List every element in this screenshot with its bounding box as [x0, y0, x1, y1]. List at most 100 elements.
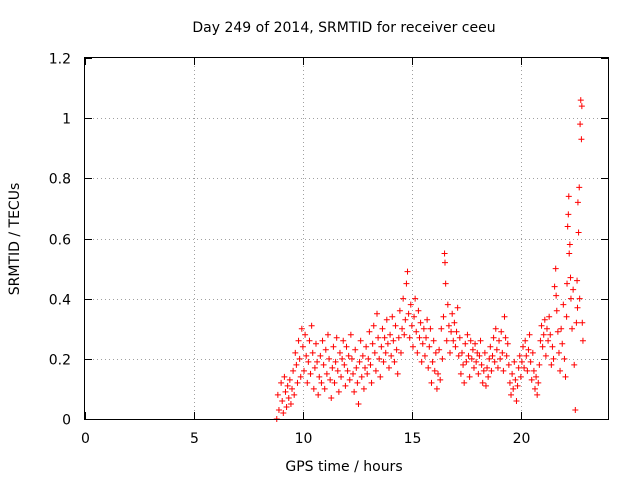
data-point	[576, 184, 583, 191]
data-point	[287, 400, 294, 407]
data-point	[553, 292, 560, 299]
data-point	[413, 328, 420, 335]
data-point	[356, 358, 363, 365]
data-point	[551, 283, 558, 290]
data-point	[575, 229, 582, 236]
data-point	[328, 394, 335, 401]
data-point	[513, 397, 520, 404]
data-point	[441, 250, 448, 257]
data-point	[342, 382, 349, 389]
data-point	[392, 322, 399, 329]
data-point	[468, 355, 475, 362]
data-point	[564, 280, 571, 287]
data-point	[554, 328, 561, 335]
data-point	[406, 334, 413, 341]
data-point	[340, 337, 347, 344]
data-point	[405, 310, 412, 317]
data-point	[533, 373, 540, 380]
data-point	[338, 373, 345, 380]
data-point	[282, 388, 289, 395]
data-points	[273, 97, 586, 422]
data-point	[574, 277, 581, 284]
data-point	[567, 295, 574, 302]
data-point	[510, 385, 517, 392]
data-point	[499, 349, 506, 356]
data-point	[391, 358, 398, 365]
data-point	[566, 250, 573, 257]
data-point	[441, 259, 448, 266]
data-point	[352, 346, 359, 353]
data-point	[362, 364, 369, 371]
data-point	[359, 352, 366, 359]
data-point	[564, 223, 571, 230]
data-point	[427, 325, 434, 332]
data-point	[278, 379, 285, 386]
data-point	[304, 379, 311, 386]
data-point	[493, 346, 500, 353]
data-point	[524, 367, 531, 374]
data-point	[303, 352, 310, 359]
data-point	[462, 340, 469, 347]
data-point	[412, 295, 419, 302]
data-point	[283, 403, 290, 410]
chart-title: Day 249 of 2014, SRMTID for receiver cee…	[192, 20, 495, 36]
data-point	[424, 316, 431, 323]
data-point	[486, 355, 493, 362]
data-point	[286, 376, 293, 383]
data-point	[456, 334, 463, 341]
data-point	[301, 367, 308, 374]
data-point	[389, 313, 396, 320]
data-point	[414, 349, 421, 356]
data-point	[280, 409, 287, 416]
data-point	[433, 385, 440, 392]
data-point	[363, 343, 370, 350]
data-point	[579, 337, 586, 344]
data-point	[560, 301, 567, 308]
data-point	[521, 364, 528, 371]
data-point	[299, 343, 306, 350]
data-point	[574, 304, 581, 311]
data-point	[515, 364, 522, 371]
data-point	[347, 331, 354, 338]
data-point	[364, 370, 371, 377]
data-point	[527, 358, 534, 365]
data-point	[317, 352, 324, 359]
data-point	[411, 313, 418, 320]
data-point	[530, 367, 537, 374]
data-point	[331, 379, 338, 386]
data-point	[465, 352, 472, 359]
data-point	[565, 193, 572, 200]
data-point	[407, 301, 414, 308]
data-point	[384, 340, 391, 347]
data-point	[346, 376, 353, 383]
data-point	[345, 352, 352, 359]
data-point	[502, 334, 509, 341]
data-point	[458, 349, 465, 356]
data-point	[531, 385, 538, 392]
data-point	[491, 358, 498, 365]
data-point	[516, 352, 523, 359]
data-point	[420, 325, 427, 332]
data-point	[494, 364, 501, 371]
data-point	[501, 313, 508, 320]
data-point	[517, 373, 524, 380]
data-point	[381, 334, 388, 341]
data-point	[561, 355, 568, 362]
data-point	[311, 364, 318, 371]
x-tick-label: 5	[190, 431, 199, 447]
data-point	[442, 280, 449, 287]
data-point	[297, 373, 304, 380]
data-point	[578, 103, 585, 110]
data-point	[537, 337, 544, 344]
data-point	[553, 307, 560, 314]
data-point	[577, 97, 584, 104]
data-point	[440, 313, 447, 320]
data-point	[360, 385, 367, 392]
data-point	[344, 367, 351, 374]
data-point	[403, 280, 410, 287]
data-point	[520, 343, 527, 350]
data-point	[541, 316, 548, 323]
data-point	[396, 307, 403, 314]
data-point	[382, 349, 389, 356]
data-point	[339, 355, 346, 362]
